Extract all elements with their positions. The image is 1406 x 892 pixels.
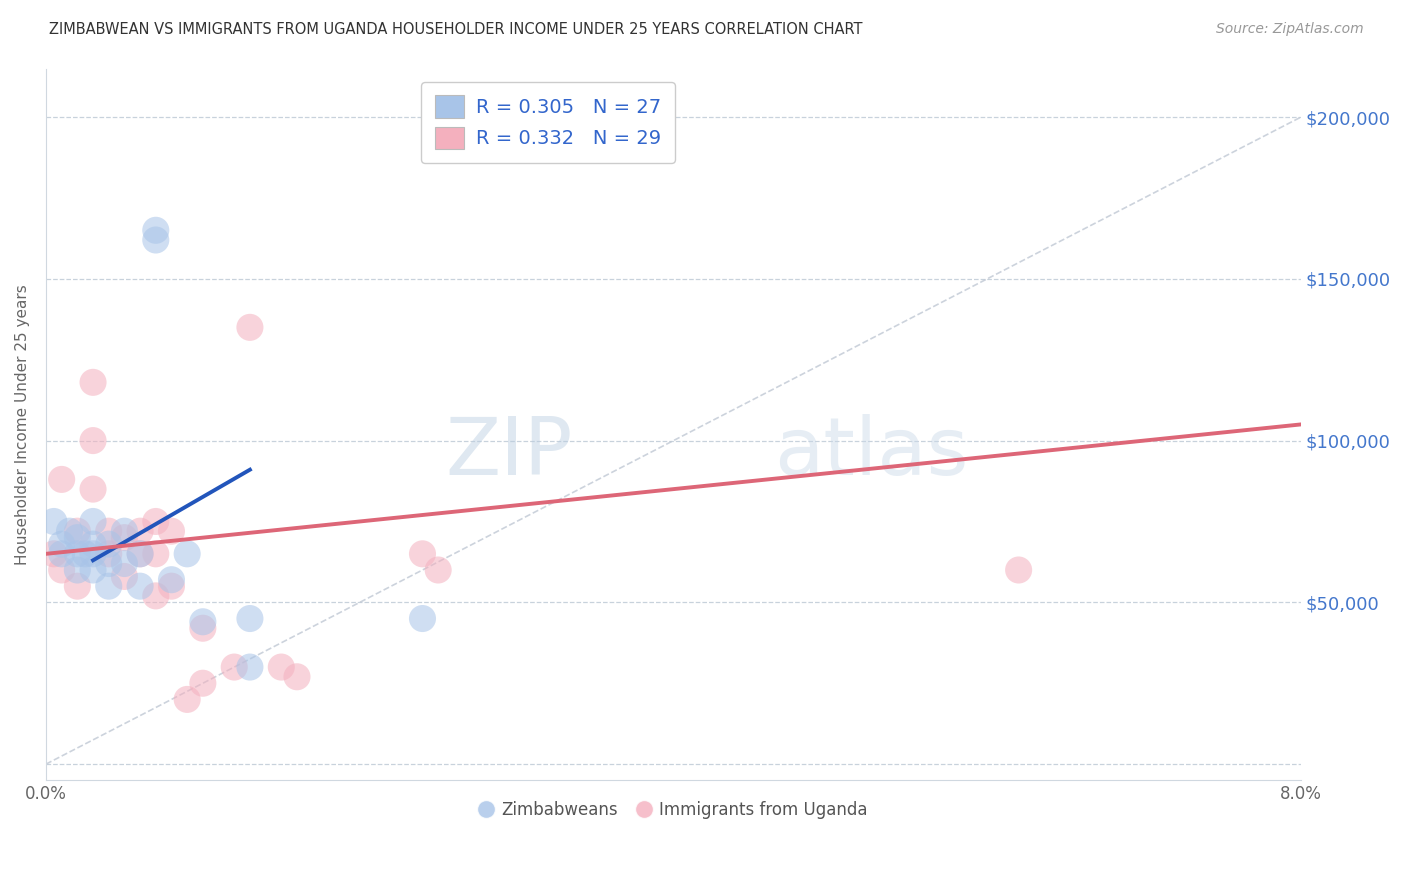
Point <box>66 547 89 561</box>
Point <box>66 579 89 593</box>
Point <box>51 537 73 551</box>
Point <box>239 611 262 625</box>
Point <box>427 563 450 577</box>
Point <box>51 472 73 486</box>
Point <box>51 563 73 577</box>
Point <box>82 547 104 561</box>
Point <box>145 547 167 561</box>
Point <box>285 670 308 684</box>
Text: ZIP: ZIP <box>446 414 574 491</box>
Point <box>112 531 135 545</box>
Point <box>82 515 104 529</box>
Point <box>97 524 120 538</box>
Point <box>66 563 89 577</box>
Point <box>42 515 65 529</box>
Point <box>66 531 89 545</box>
Point <box>82 563 104 577</box>
Text: Source: ZipAtlas.com: Source: ZipAtlas.com <box>1216 22 1364 37</box>
Point <box>176 692 198 706</box>
Point <box>112 557 135 571</box>
Point <box>160 524 183 538</box>
Point <box>239 660 262 674</box>
Point <box>97 547 120 561</box>
Point <box>191 676 214 690</box>
Point <box>145 515 167 529</box>
Point <box>58 524 80 538</box>
Point <box>160 579 183 593</box>
Point <box>176 547 198 561</box>
Point <box>191 615 214 629</box>
Point <box>160 573 183 587</box>
Y-axis label: Householder Income Under 25 years: Householder Income Under 25 years <box>15 284 30 565</box>
Point <box>145 589 167 603</box>
Point <box>129 547 152 561</box>
Point <box>411 611 433 625</box>
Point <box>411 547 433 561</box>
Point <box>82 482 104 496</box>
Text: atlas: atlas <box>773 414 969 491</box>
Text: ZIMBABWEAN VS IMMIGRANTS FROM UGANDA HOUSEHOLDER INCOME UNDER 25 YEARS CORRELATI: ZIMBABWEAN VS IMMIGRANTS FROM UGANDA HOU… <box>49 22 863 37</box>
Point <box>97 537 120 551</box>
Point <box>66 524 89 538</box>
Point <box>82 376 104 390</box>
Legend: Zimbabweans, Immigrants from Uganda: Zimbabweans, Immigrants from Uganda <box>472 794 875 825</box>
Point <box>129 579 152 593</box>
Point <box>51 547 73 561</box>
Point <box>97 557 120 571</box>
Point <box>129 547 152 561</box>
Point <box>191 621 214 635</box>
Point <box>112 569 135 583</box>
Point <box>82 537 104 551</box>
Point <box>75 547 97 561</box>
Point <box>145 223 167 237</box>
Point <box>239 320 262 334</box>
Point <box>129 524 152 538</box>
Point <box>224 660 246 674</box>
Point <box>82 434 104 448</box>
Point <box>97 579 120 593</box>
Point <box>42 547 65 561</box>
Point <box>270 660 292 674</box>
Point <box>112 524 135 538</box>
Point <box>1007 563 1029 577</box>
Point <box>145 233 167 247</box>
